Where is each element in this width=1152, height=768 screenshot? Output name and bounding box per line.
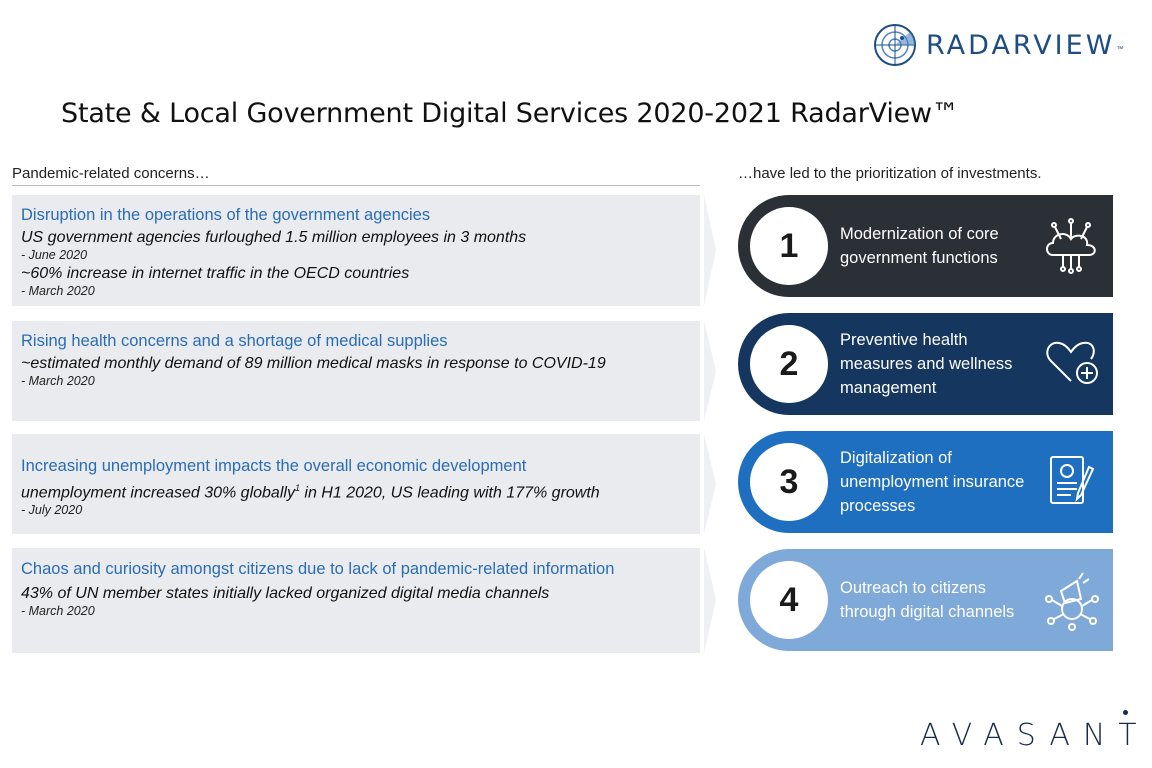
concern-card-health: Rising health concerns and a shortage of… [12, 321, 700, 421]
investments-heading: …have led to the prioritization of inves… [738, 165, 1042, 182]
concern-date: - March 2020 [21, 284, 95, 298]
concern-stat: US government agencies furloughed 1.5 mi… [21, 229, 527, 246]
concern-title: Rising health concerns and a shortage of… [21, 332, 448, 350]
chevron-right-icon [704, 434, 718, 534]
footnote-marker: 1 [294, 483, 300, 493]
concern-date: - July 2020 [21, 503, 83, 518]
chevron-right-icon [704, 321, 718, 421]
concern-date: - March 2020 [21, 374, 95, 388]
concern-title: Chaos and curiosity amongst citizens due… [21, 560, 615, 578]
investment-number: 4 [750, 561, 828, 639]
investment-label: Preventive health measures and wellness … [840, 331, 1013, 397]
megaphone-network-icon [1041, 569, 1103, 631]
investment-label: Digitalization of unemployment insurance… [840, 449, 1025, 515]
document-pen-icon [1041, 451, 1103, 513]
investment-item-2: 2 Preventive health measures and wellnes… [738, 313, 1113, 415]
concern-date: - June 2020 [21, 248, 88, 262]
heart-plus-icon [1041, 333, 1103, 395]
concern-card-operations: Disruption in the operations of the gove… [12, 195, 700, 306]
investment-item-1: 1 Modernization of core government funct… [738, 195, 1113, 297]
investment-item-4: 4 Outreach to citizens through digital c… [738, 549, 1113, 651]
radarview-logo: RADARVIEW ™ [872, 22, 1123, 68]
trademark: ™ [1116, 45, 1124, 53]
radarview-wordmark: RADARVIEW [926, 29, 1116, 61]
concern-title: Disruption in the operations of the gove… [21, 206, 431, 224]
investment-number: 2 [750, 325, 828, 403]
chevron-right-icon [704, 195, 718, 306]
investment-label: Modernization of core government functio… [840, 225, 999, 267]
concern-stat: 43% of UN member states initially lacked… [21, 585, 550, 602]
investment-number: 3 [750, 443, 828, 521]
concern-card-unemployment: Increasing unemployment impacts the over… [12, 434, 700, 534]
concern-title: Increasing unemployment impacts the over… [21, 457, 527, 475]
page-title: State & Local Government Digital Service… [61, 98, 959, 129]
logo-dot [1123, 710, 1128, 715]
investment-item-3: 3 Digitalization of unemployment insuran… [738, 431, 1113, 533]
cloud-circuit-icon [1041, 215, 1103, 277]
avasant-logo: AVASANT [920, 718, 1150, 753]
concern-stat: ~estimated monthly demand of 89 million … [21, 355, 606, 372]
concern-stat: unemployment increased 30% globally1 in … [21, 483, 600, 502]
radar-icon [874, 24, 916, 66]
concern-stat: ~60% increase in internet traffic in the… [21, 265, 410, 282]
concern-date: - March 2020 [21, 604, 95, 618]
chevron-right-icon [704, 548, 718, 653]
investment-label: Outreach to citizens through digital cha… [840, 579, 1015, 621]
concerns-heading: Pandemic-related concerns… [12, 165, 700, 186]
investment-number: 1 [750, 207, 828, 285]
concern-card-information: Chaos and curiosity amongst citizens due… [12, 548, 700, 653]
